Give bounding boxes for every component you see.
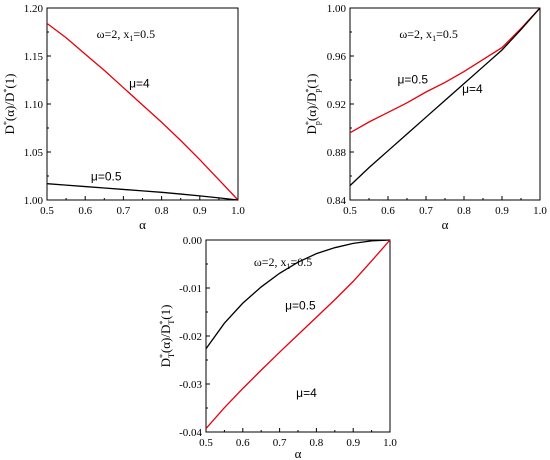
series-label: μ=0.5 — [285, 299, 316, 313]
x-axis-label: α — [442, 217, 449, 232]
x-tick-label: 1.0 — [533, 205, 547, 217]
y-tick-label: 0.00 — [183, 235, 203, 247]
parameter-annotation: ω=2, x1=0.5 — [254, 255, 312, 271]
parameter-annotation: ω=2, x1=0.5 — [399, 27, 457, 43]
series-label: μ=0.5 — [398, 73, 429, 87]
series-line — [46, 22, 239, 201]
x-tick-label: 0.5 — [40, 205, 54, 217]
x-tick-label: 0.6 — [236, 437, 250, 449]
x-axis-label: α — [139, 217, 146, 232]
y-axis-label: D*p(α)/D*p(1) — [304, 73, 322, 134]
x-tick-label: 0.8 — [155, 205, 169, 217]
y-tick-label: 1.15 — [24, 51, 44, 63]
x-tick-label: 0.5 — [343, 205, 357, 217]
y-tick-label: 1.10 — [24, 99, 44, 111]
series-label: μ=0.5 — [91, 169, 122, 183]
y-tick-label: 0.84 — [327, 195, 347, 207]
y-tick-label: 0.88 — [327, 147, 347, 159]
y-tick-label: 1.00 — [327, 3, 347, 15]
y-tick-label: -0.01 — [179, 283, 202, 295]
x-tick-label: 0.9 — [193, 205, 207, 217]
y-tick-label: -0.04 — [179, 427, 202, 439]
series-label: μ=4 — [462, 82, 483, 96]
y-tick-label: 1.00 — [24, 195, 44, 207]
y-axis-label: D*T(α)/D*T(1) — [158, 305, 176, 368]
series-line — [205, 239, 391, 430]
x-tick-label: 0.6 — [78, 205, 92, 217]
y-tick-label: 1.20 — [24, 3, 44, 15]
y-tick-label: -0.02 — [179, 331, 202, 343]
x-tick-label: 0.9 — [495, 205, 509, 217]
series-line — [46, 183, 239, 201]
series-line — [205, 239, 391, 350]
series-label: μ=4 — [129, 77, 150, 91]
x-tick-label: 1.0 — [383, 437, 397, 449]
y-tick-label: 0.92 — [327, 99, 346, 111]
x-tick-label: 0.5 — [199, 437, 213, 449]
x-axis-label: α — [295, 446, 302, 460]
y-tick-label: 0.96 — [327, 51, 347, 63]
x-tick-label: 0.7 — [419, 205, 433, 217]
x-tick-label: 0.8 — [457, 205, 471, 217]
x-tick-label: 1.0 — [231, 205, 245, 217]
y-tick-label: -0.03 — [179, 379, 202, 391]
series-label: μ=4 — [296, 386, 317, 400]
parameter-annotation: ω=2, x1=0.5 — [97, 27, 155, 43]
series-line — [349, 7, 541, 187]
x-tick-label: 0.7 — [273, 437, 287, 449]
x-tick-label: 0.8 — [310, 437, 324, 449]
series-line — [349, 7, 541, 134]
x-tick-label: 0.6 — [381, 205, 395, 217]
y-axis-label: D*(α)/D*(1) — [2, 73, 17, 134]
x-tick-label: 0.9 — [346, 437, 360, 449]
y-tick-label: 1.05 — [24, 147, 44, 159]
x-tick-label: 0.7 — [117, 205, 131, 217]
